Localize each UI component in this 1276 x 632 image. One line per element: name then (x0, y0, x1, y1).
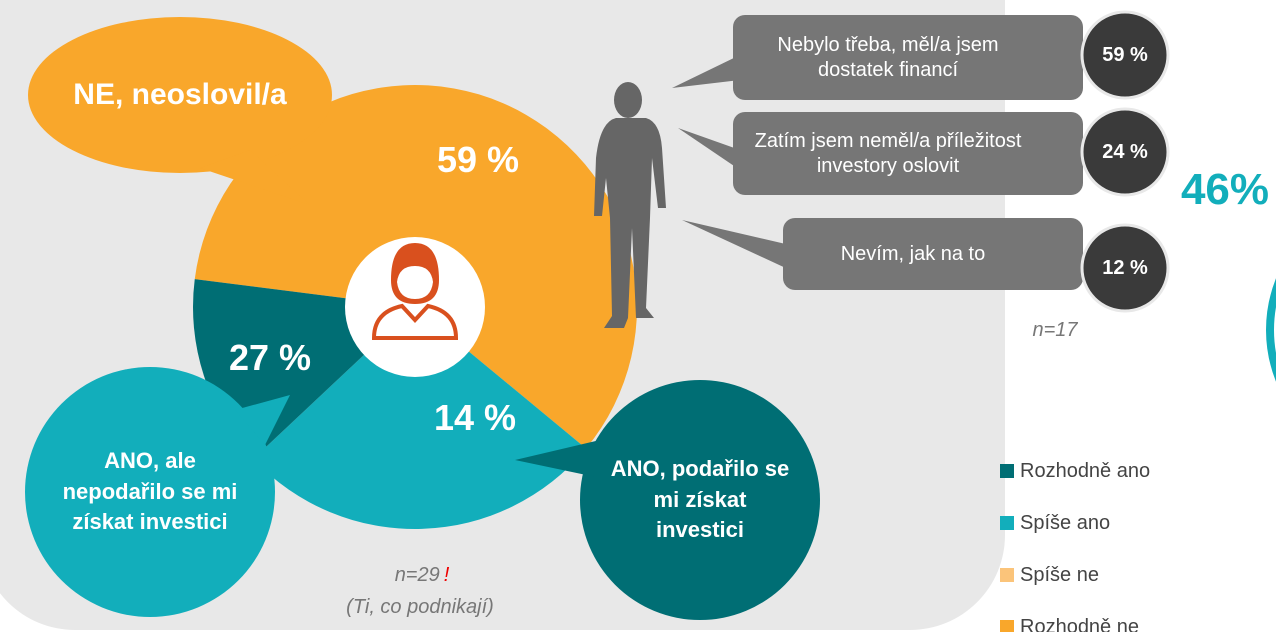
legend-item: Rozhodně ne (1000, 612, 1139, 632)
reason-text: Nebylo třeba, měl/a jsem dostatek financ… (743, 15, 1033, 100)
partial-ring (1270, 195, 1276, 465)
legend-label: Spíše ne (1020, 564, 1099, 587)
legend-item: Spíše ano (1000, 508, 1110, 538)
slice-label: 27 % (200, 333, 340, 383)
reason-text: Nevím, jak na to (793, 218, 1033, 290)
legend-swatch (1000, 516, 1014, 530)
reason-value: 24 % (1085, 132, 1165, 172)
bubble-text: ANO, ale nepodařilo se mi získat investi… (55, 412, 245, 572)
legend-swatch (1000, 568, 1014, 582)
legend-swatch (1000, 464, 1014, 478)
slice-label: 59 % (408, 135, 548, 185)
legend-swatch (1000, 620, 1014, 632)
note-part: ! (444, 564, 450, 587)
legend-label: Rozhodně ano (1020, 460, 1150, 483)
note-part: n=29 (395, 564, 440, 587)
legend-label: Rozhodně ne (1020, 616, 1139, 632)
slice-label: 14 % (405, 393, 545, 443)
reason-value: 59 % (1085, 35, 1165, 75)
sample-note: n=29! (330, 560, 510, 590)
slide: 59 % 27 % 14 % NE, neoslovil/a ANO, ale nepo… (0, 0, 1276, 632)
reason-text: Zatím jsem neměl/a příležitost investory… (743, 112, 1033, 195)
bubble-text: ANO, podařilo se mi získat investici (610, 420, 790, 580)
reason-value: 12 % (1085, 248, 1165, 288)
legend-label: Spíše ano (1020, 512, 1110, 535)
reasons-note: n=17 (1020, 315, 1090, 345)
sample-subnote: (Ti, co podnikají) (300, 592, 540, 622)
legend-item: Spíše ne (1000, 560, 1099, 590)
bubble-text: NE, neoslovil/a (60, 15, 300, 175)
highlight: 46% (1170, 160, 1276, 220)
legend-item: Rozhodně ano (1000, 456, 1150, 486)
